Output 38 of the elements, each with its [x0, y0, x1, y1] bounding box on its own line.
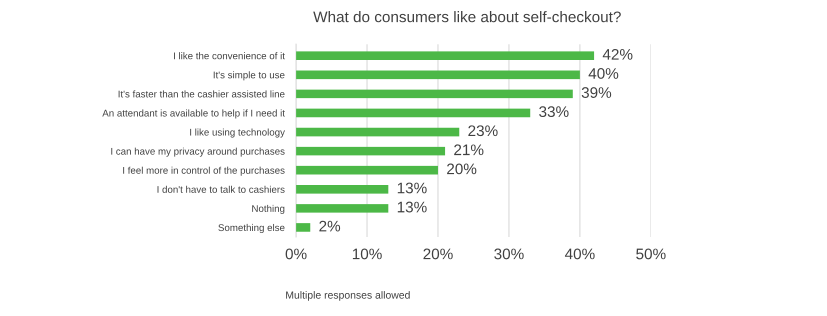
y-tick-label: I like using technology — [190, 128, 285, 138]
x-tick-label: 0% — [286, 248, 307, 260]
data-label: 20% — [447, 163, 476, 174]
bar — [296, 128, 460, 136]
bar — [296, 223, 310, 232]
data-label: 13% — [398, 182, 427, 194]
bar — [296, 146, 446, 156]
data-label: 23% — [468, 125, 498, 136]
bar — [296, 204, 388, 213]
data-label: 39% — [582, 87, 612, 98]
data-label: 40% — [588, 68, 618, 79]
data-label: 2% — [319, 220, 340, 232]
y-tick-label: I feel more in control of the purchases — [123, 166, 285, 176]
x-tick-label: 50% — [636, 248, 666, 260]
bar — [296, 90, 573, 98]
y-tick-label: I like the convenience of it — [174, 52, 285, 60]
data-label: 13% — [398, 202, 427, 212]
y-tick-label: I can have my privacy around purchases — [111, 148, 285, 157]
y-tick-label: It's simple to use — [214, 71, 285, 80]
y-tick-label: It's faster than the cashier assisted line — [118, 90, 285, 98]
bar — [296, 166, 438, 174]
y-tick-label: Nothing — [252, 204, 284, 214]
x-tick-label: 10% — [352, 248, 382, 260]
bar — [296, 184, 388, 194]
y-tick-label: An attendant is available to help if I need it — [102, 109, 285, 118]
bar — [296, 108, 530, 118]
bar — [296, 51, 594, 60]
bar — [296, 70, 580, 80]
data-label: 42% — [602, 48, 632, 60]
x-tick-label: 30% — [494, 248, 524, 260]
x-tick-label: 20% — [423, 248, 453, 260]
x-tick-label: 40% — [564, 248, 595, 260]
data-label: 21% — [454, 144, 484, 156]
y-tick-label: I don't have to talk to cashiers — [158, 186, 285, 193]
data-label: 33% — [539, 106, 569, 118]
y-tick-label: Something else — [218, 224, 285, 233]
chart-title: What do consumers like about self-checkout? — [313, 11, 621, 22]
text: Multiple responses allowed — [286, 291, 410, 301]
